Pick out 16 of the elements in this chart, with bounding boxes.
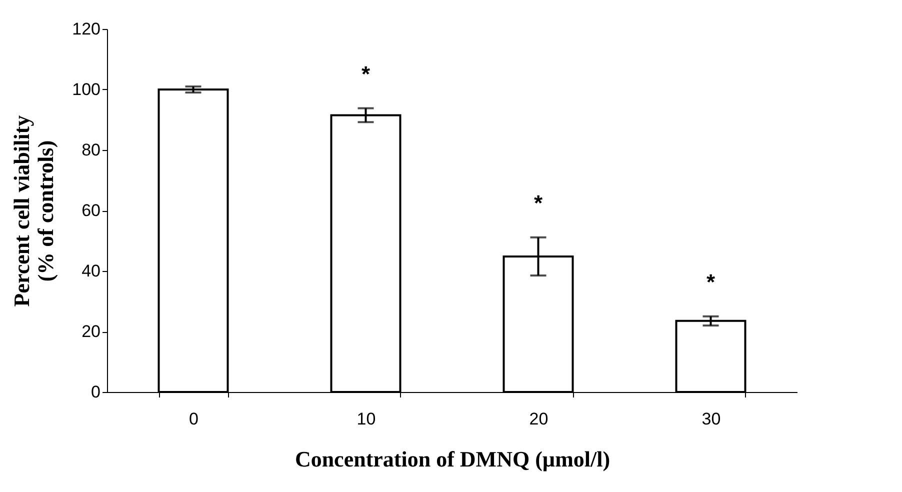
y-tick-label: 120 — [72, 20, 100, 38]
x-tick-label: 20 — [529, 410, 548, 428]
y-tick-label: 60 — [82, 201, 100, 220]
y-axis-title: Percent cell viability (% of controls) — [9, 115, 58, 307]
data-label: * — [361, 61, 370, 86]
x-tick-label: 10 — [356, 410, 376, 428]
y-tick-label: 0 — [91, 382, 100, 402]
x-tick-label: 0 — [189, 410, 198, 428]
y-tick-label: 40 — [82, 262, 100, 280]
data-label: * — [534, 190, 543, 216]
y-tick-label: 100 — [72, 80, 100, 99]
y-tick-label: 80 — [82, 140, 100, 160]
x-tick-label: 30 — [702, 410, 721, 428]
y-tick-label: 20 — [82, 322, 100, 341]
data-label: * — [706, 269, 716, 294]
x-axis-title: Concentration of DMNQ (µmol/l) — [294, 446, 610, 472]
